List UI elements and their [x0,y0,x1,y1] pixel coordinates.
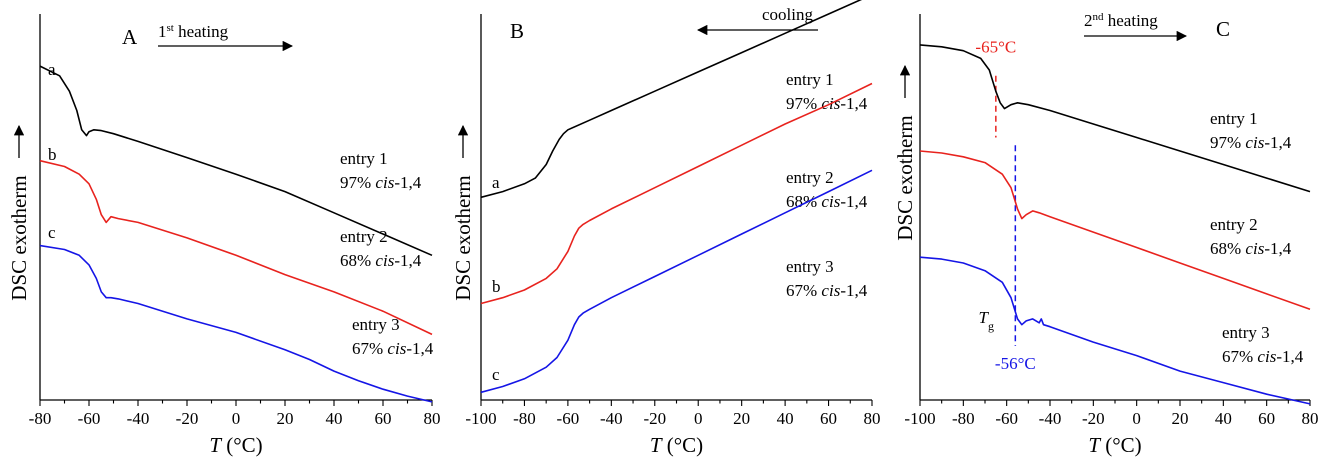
x-tick-label: -20 [643,409,666,428]
x-tick-label: 80 [864,409,881,428]
series-name-label: entry 2 [340,227,388,246]
series-line-entry2 [480,82,873,305]
series-name-label: entry 3 [1222,323,1270,342]
x-tick-label: -100 [904,409,935,428]
x-tick-label: 0 [694,409,703,428]
x-tick-label: -80 [513,409,536,428]
series-line-entry2 [39,159,433,336]
series-content-label: 67% cis-1,4 [1222,347,1304,366]
x-tick-label: 0 [232,409,241,428]
series-content-label: 97% cis-1,4 [340,173,422,192]
process-label: 2nd heating [1084,11,1158,30]
panel-B: -100 -80 -60 -40 -20 0 20 40 60 80 T (°C) DSC exoth… [451,0,881,457]
tg-label: Tg [979,308,994,333]
series-content-label: 68% cis-1,4 [786,192,868,211]
x-tick-label: 80 [1302,409,1319,428]
tg-marker-label: -56°C [995,354,1036,373]
svg-text:DSC exotherm: DSC exotherm [893,115,917,240]
x-tick-label: -40 [127,409,150,428]
series-name-label: entry 2 [786,168,834,187]
series-content-label: 67% cis-1,4 [352,339,434,358]
x-tick-label: 60 [375,409,392,428]
series-content-label: 67% cis-1,4 [786,281,868,300]
curve-letter: b [48,145,57,164]
x-tick-label: -60 [557,409,580,428]
process-label: 1st heating [158,22,229,41]
process-label: cooling [762,5,813,24]
curve-letter: a [492,173,500,192]
series-name-label: entry 1 [340,149,388,168]
tg-marker-label: -65°C [975,38,1016,57]
panel-A: -80 -60 -40 -20 0 20 40 60 80 T (°C) DSC exotherm A… [7,14,441,457]
x-tick-label: 0 [1132,409,1141,428]
curve-letter: c [48,223,56,242]
x-tick-label: 40 [326,409,343,428]
curve-letter: b [492,277,501,296]
x-tick-label: 20 [1172,409,1189,428]
x-tick-label: 40 [1215,409,1232,428]
series-name-label: entry 3 [352,315,400,334]
svg-text:DSC exotherm: DSC exotherm [7,175,31,300]
x-tick-label: -60 [78,409,101,428]
svg-text:DSC exotherm: DSC exotherm [451,175,475,300]
x-tick-label: 20 [277,409,294,428]
x-axis-title: T (°C) [209,433,262,457]
x-tick-label: 20 [733,409,750,428]
series-line-entry1 [919,44,1311,193]
panel-letter: B [510,19,524,43]
series-line-entry2 [919,150,1311,311]
x-axis-title: T (°C) [1088,433,1141,457]
x-tick-label: -20 [1082,409,1105,428]
x-tick-label: -20 [176,409,199,428]
series-name-label: entry 2 [1210,215,1258,234]
y-axis-title: DSC exotherm [451,124,475,301]
x-tick-label: -80 [29,409,52,428]
curve-letter: a [48,60,56,79]
series-line-entry1 [480,0,863,199]
x-tick-label: 60 [1258,409,1275,428]
y-axis-title: DSC exotherm [893,64,917,241]
x-tick-label: -100 [465,409,496,428]
series-name-label: entry 1 [786,70,834,89]
series-line-entry1 [39,65,433,257]
panel-C: -100 -80 -60 -40 -20 0 20 40 60 80 T (°C) DSC exoth… [893,11,1319,457]
series-content-label: 97% cis-1,4 [786,94,868,113]
x-tick-label: 60 [820,409,837,428]
series-line-entry3 [480,169,873,394]
x-tick-label: -60 [995,409,1018,428]
panel-letter: A [122,25,138,49]
series-line-entry3 [919,256,1311,405]
panel-letter: C [1216,17,1230,41]
x-tick-label: -80 [952,409,975,428]
series-name-label: entry 1 [1210,109,1258,128]
curve-letter: c [492,365,500,384]
x-tick-label: -40 [1039,409,1062,428]
x-tick-label: -40 [600,409,623,428]
x-tick-label: 40 [777,409,794,428]
series-content-label: 97% cis-1,4 [1210,133,1292,152]
x-axis-title: T (°C) [650,433,703,457]
x-tick-label: 80 [424,409,441,428]
y-axis-title: DSC exotherm [7,124,31,301]
series-content-label: 68% cis-1,4 [340,251,422,270]
series-line-entry3 [39,244,433,403]
series-content-label: 68% cis-1,4 [1210,239,1292,258]
series-name-label: entry 3 [786,257,834,276]
